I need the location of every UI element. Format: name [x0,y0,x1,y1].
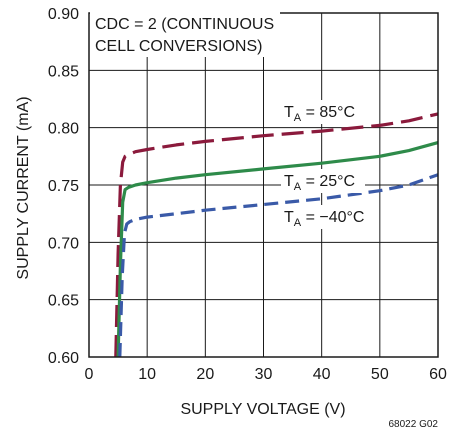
series-lines [114,112,439,358]
series-label-0: TA = 85°C [284,104,355,124]
y-tick-label: 0.75 [48,178,79,195]
figure-id: 68022 G02 [389,419,439,430]
series-label-2: TA = −40°C [284,209,364,229]
y-tick-label: 0.90 [48,6,79,23]
y-axis-title: SUPPLY CURRENT (mA) [15,96,32,279]
y-tick-label: 0.60 [48,350,79,367]
y-tick-label: 0.65 [48,293,79,310]
tick-labels: 0 10 20 30 40 50 60 0.60 0.65 0.70 0.75 0.80 0.85 0.9… [48,6,447,383]
x-tick-label: 40 [313,366,331,383]
series-line-0 [114,112,439,358]
series-label-bg [281,100,365,124]
grid [89,13,438,357]
x-tick-label: 50 [371,366,389,383]
y-tick-label: 0.80 [48,121,79,138]
series-line-2 [118,173,439,358]
series-line-1 [116,141,439,358]
x-tick-label: 10 [138,366,156,383]
y-tick-label: 0.70 [48,235,79,252]
x-tick-label: 20 [196,366,214,383]
x-tick-label: 60 [429,366,447,383]
annotation-line-2: CELL CONVERSIONS) [95,38,262,55]
y-tick-label: 0.85 [48,63,79,80]
series-label-bg [281,169,365,193]
series-label-bg [281,205,365,229]
x-tick-label: 0 [85,366,94,383]
series-label-1: TA = 25°C [284,173,355,193]
x-axis-title: SUPPLY VOLTAGE (V) [180,401,345,418]
annotation-box [90,11,280,57]
series-labels: TA = 85°C TA = 25°C TA = −40°C [281,100,365,229]
annotation-line-1: CDC = 2 (CONTINUOUS [95,16,274,33]
x-tick-label: 30 [255,366,273,383]
